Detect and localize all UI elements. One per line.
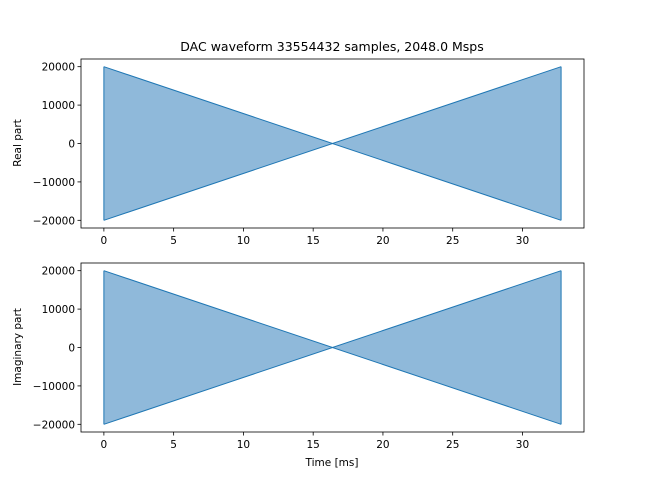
imaginary-part-ytick-label: 0 bbox=[68, 343, 75, 355]
imaginary-part-xtick-label: 5 bbox=[170, 439, 177, 451]
imaginary-part-ytick-label: −20000 bbox=[33, 419, 75, 431]
real-part-lower-envelope bbox=[103, 142, 562, 221]
real-part-xtick-label: 5 bbox=[170, 235, 177, 247]
imaginary-part-xtick-label: 25 bbox=[446, 439, 459, 451]
x-axis-label: Time [ms] bbox=[305, 457, 359, 469]
real-part-xtick-label: 25 bbox=[446, 235, 459, 247]
real-part-xtick-label: 20 bbox=[376, 235, 389, 247]
real-part-xtick-label: 30 bbox=[516, 235, 529, 247]
real-part-xtick-label: 15 bbox=[306, 235, 319, 247]
real-part-xtick-label: 10 bbox=[237, 235, 250, 247]
real-part-ytick-label: −10000 bbox=[33, 177, 75, 189]
imaginary-part-ytick-label: −10000 bbox=[33, 381, 75, 393]
imaginary-part-lower-envelope bbox=[103, 346, 562, 425]
imaginary-part-xtick-label: 30 bbox=[516, 439, 529, 451]
real-part-ytick-label: 0 bbox=[68, 139, 75, 151]
imaginary-part-ylabel: Imaginary part bbox=[12, 308, 24, 386]
imaginary-part-xtick-label: 15 bbox=[306, 439, 319, 451]
real-part-ytick-label: 20000 bbox=[42, 62, 75, 74]
imaginary-part-xtick-label: 10 bbox=[237, 439, 250, 451]
imaginary-part-ytick-label: 10000 bbox=[42, 304, 75, 316]
real-part-ytick-label: −20000 bbox=[33, 215, 75, 227]
real-part-subplot: Real part 0 5 10 15 20 25 30 −20000 −10000 0 10000… bbox=[12, 58, 585, 247]
imaginary-part-xtick-label: 0 bbox=[101, 439, 108, 451]
figure-title: DAC waveform 33554432 samples, 2048.0 Ms… bbox=[180, 39, 484, 54]
imaginary-part-ytick-label: 20000 bbox=[42, 266, 75, 278]
real-part-xtick-label: 0 bbox=[101, 235, 108, 247]
real-part-ylabel: Real part bbox=[12, 119, 24, 167]
imaginary-part-subplot: Imaginary part 0 5 10 15 20 25 30 −20000 −10000 0… bbox=[12, 262, 585, 451]
real-part-ytick-label: 10000 bbox=[42, 100, 75, 112]
imaginary-part-xtick-label: 20 bbox=[376, 439, 389, 451]
